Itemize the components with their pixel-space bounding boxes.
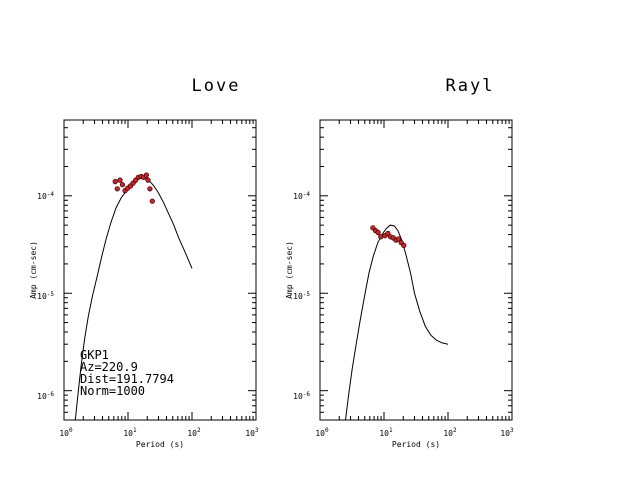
love-xtick-2: 102 [187, 427, 201, 438]
rayl-data-point [401, 242, 407, 248]
rayl-data-marks [345, 224, 449, 421]
love-title: Love [192, 76, 241, 96]
love-data-point [143, 172, 149, 178]
rayl-ytick-2: 10-4 [293, 191, 310, 201]
love-x-label: Period (s) [136, 440, 184, 449]
love-data-point [145, 177, 151, 183]
azimuth-text: Az=220.9 [80, 360, 138, 374]
love-xtick-3: 103 [245, 427, 259, 438]
rayl-xtick-0: 100 [315, 427, 329, 438]
love-plot-frame [63, 119, 257, 421]
norm-text: Norm=1000 [80, 384, 145, 398]
love-ytick-0: 10-6 [37, 391, 54, 401]
love-data-point [112, 179, 118, 185]
rayl-data-point [375, 229, 381, 236]
love-axis-ticks [63, 119, 256, 421]
distance-text: Dist=191.7794 [80, 372, 174, 386]
rayl-x-label: Period (s) [392, 440, 440, 449]
love-ytick-2: 10-4 [37, 191, 54, 201]
rayl-xtick-3: 103 [500, 427, 514, 438]
love-ytick-1: 10-5 [37, 291, 54, 301]
rayl-data-point [378, 234, 384, 240]
rayl-model-curve [345, 224, 449, 421]
rayl-data-point [385, 230, 391, 237]
rayl-panel: Rayl 100 101 102 103 10-6 10-5 10-4 Peri… [285, 76, 514, 449]
rayl-xtick-1: 101 [379, 427, 393, 438]
love-data-point [117, 177, 123, 183]
rayl-axis-ticks [319, 119, 512, 421]
rayl-ytick-0: 10-6 [293, 391, 310, 401]
rayl-data-point [396, 236, 402, 242]
rayl-y-label: Amp (cm-sec) [285, 241, 294, 299]
rayl-ytick-1: 10-5 [293, 291, 310, 301]
love-data-point [147, 186, 153, 192]
love-y-label: Amp (cm-sec) [29, 241, 38, 299]
love-data-point [149, 198, 155, 204]
station-name: GKP1 [80, 348, 109, 362]
love-panel: Love 100 101 102 103 10-6 10-5 10-4 Peri… [29, 76, 259, 449]
love-xtick-0: 100 [59, 427, 73, 438]
love-data-point [114, 186, 120, 192]
rayl-plot-frame [319, 119, 513, 421]
love-data-point [119, 182, 126, 188]
rayl-xtick-2: 102 [443, 427, 457, 438]
rayl-title: Rayl [446, 76, 495, 96]
love-xtick-1: 101 [123, 427, 137, 438]
love-data-marks [74, 172, 193, 421]
